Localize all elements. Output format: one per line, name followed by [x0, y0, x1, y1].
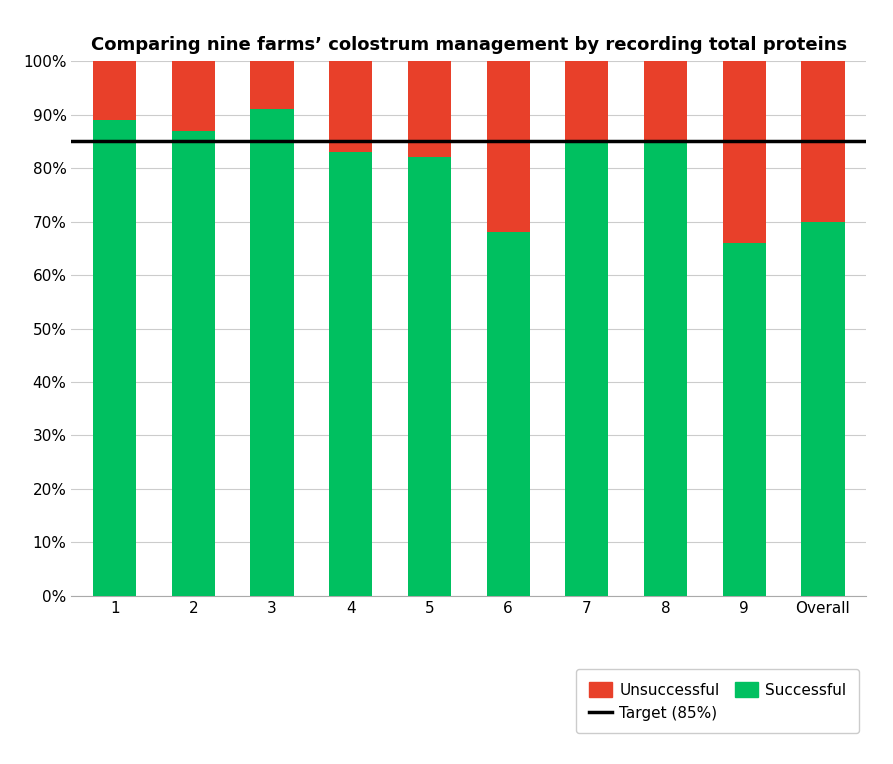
Bar: [722, 61, 766, 243]
Bar: [330, 152, 372, 596]
Bar: [644, 141, 688, 596]
Bar: [801, 61, 845, 222]
Bar: [171, 61, 215, 131]
Bar: [487, 232, 530, 596]
Legend: Unsuccessful, Target (85%), Successful: Unsuccessful, Target (85%), Successful: [576, 669, 858, 733]
Bar: [330, 61, 372, 152]
Bar: [171, 131, 215, 596]
Bar: [801, 222, 845, 596]
Bar: [93, 61, 137, 120]
Bar: [565, 61, 608, 141]
Bar: [408, 61, 451, 157]
Bar: [250, 61, 294, 109]
Bar: [487, 61, 530, 232]
Bar: [93, 120, 137, 596]
Bar: [565, 141, 608, 596]
Title: Comparing nine farms’ colostrum management by recording total proteins: Comparing nine farms’ colostrum manageme…: [91, 36, 847, 54]
Bar: [408, 157, 451, 596]
Bar: [644, 61, 688, 141]
Bar: [250, 109, 294, 596]
Bar: [722, 243, 766, 596]
